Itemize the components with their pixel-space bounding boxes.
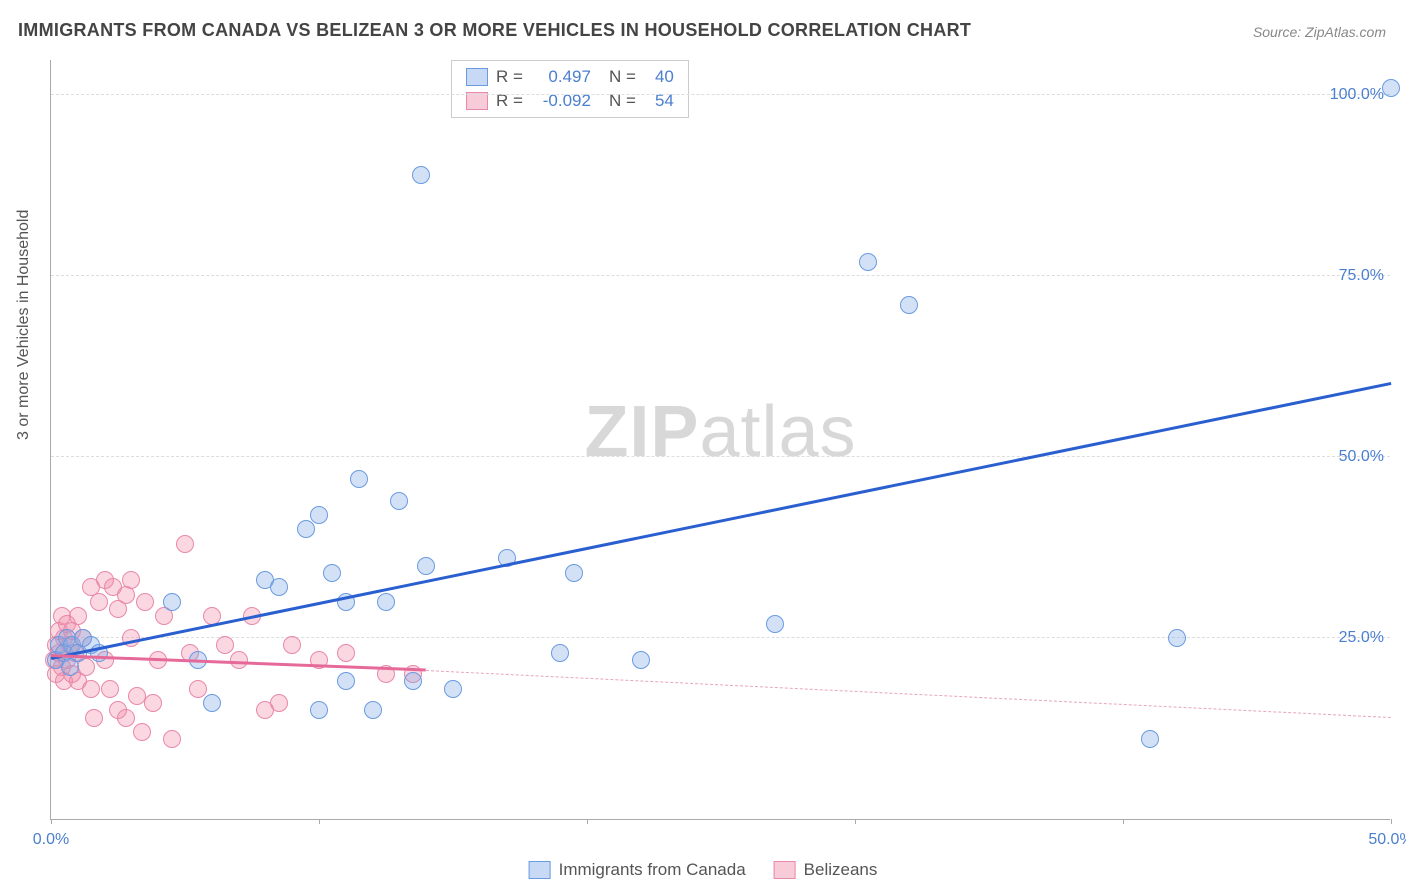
x-tick <box>855 819 856 824</box>
data-point <box>859 253 877 271</box>
y-tick-label: 25.0% <box>1339 629 1384 647</box>
legend-item-b: Belizeans <box>774 860 878 880</box>
gridline <box>51 637 1390 638</box>
data-point <box>310 506 328 524</box>
data-point <box>377 593 395 611</box>
data-point <box>766 615 784 633</box>
data-point <box>337 644 355 662</box>
data-point <box>176 535 194 553</box>
chart-container: IMMIGRANTS FROM CANADA VS BELIZEAN 3 OR … <box>0 0 1406 892</box>
trend-line <box>51 382 1391 659</box>
data-point <box>144 694 162 712</box>
x-tick <box>319 819 320 824</box>
data-point <box>632 651 650 669</box>
data-point <box>551 644 569 662</box>
x-tick-label: 0.0% <box>33 831 69 849</box>
data-point <box>270 578 288 596</box>
data-point <box>350 470 368 488</box>
data-point <box>900 296 918 314</box>
y-tick-label: 75.0% <box>1339 267 1384 285</box>
source-attribution: Source: ZipAtlas.com <box>1253 24 1386 40</box>
data-point <box>203 694 221 712</box>
data-point <box>444 680 462 698</box>
gridline <box>51 456 1390 457</box>
trend-line <box>426 670 1391 718</box>
x-tick <box>1123 819 1124 824</box>
plot-area: ZIPatlas R = 0.497 N = 40 R = -0.092 N =… <box>50 60 1390 820</box>
x-tick <box>587 819 588 824</box>
gridline <box>51 94 1390 95</box>
data-point <box>283 636 301 654</box>
data-point <box>390 492 408 510</box>
data-point <box>417 557 435 575</box>
swatch-a-icon <box>466 68 488 86</box>
data-point <box>310 701 328 719</box>
swatch-a-icon <box>529 861 551 879</box>
data-point <box>565 564 583 582</box>
gridline <box>51 275 1390 276</box>
correlation-legend: R = 0.497 N = 40 R = -0.092 N = 54 <box>451 60 689 118</box>
data-point <box>69 607 87 625</box>
y-tick-label: 100.0% <box>1330 86 1384 104</box>
data-point <box>1382 79 1400 97</box>
swatch-b-icon <box>774 861 796 879</box>
data-point <box>82 680 100 698</box>
watermark: ZIPatlas <box>584 390 856 472</box>
series-legend: Immigrants from Canada Belizeans <box>529 860 878 880</box>
data-point <box>189 680 207 698</box>
x-tick-label: 50.0% <box>1368 831 1406 849</box>
data-point <box>364 701 382 719</box>
data-point <box>270 694 288 712</box>
data-point <box>163 730 181 748</box>
data-point <box>230 651 248 669</box>
chart-title: IMMIGRANTS FROM CANADA VS BELIZEAN 3 OR … <box>18 20 971 41</box>
data-point <box>122 571 140 589</box>
data-point <box>101 680 119 698</box>
legend-item-a: Immigrants from Canada <box>529 860 746 880</box>
data-point <box>412 166 430 184</box>
data-point <box>90 593 108 611</box>
data-point <box>216 636 234 654</box>
y-tick-label: 50.0% <box>1339 448 1384 466</box>
data-point <box>1141 730 1159 748</box>
data-point <box>117 709 135 727</box>
data-point <box>337 672 355 690</box>
corr-row-a: R = 0.497 N = 40 <box>452 65 688 89</box>
y-axis-label: 3 or more Vehicles in Household <box>15 210 33 440</box>
x-tick <box>51 819 52 824</box>
data-point <box>404 672 422 690</box>
data-point <box>163 593 181 611</box>
data-point <box>323 564 341 582</box>
data-point <box>1168 629 1186 647</box>
data-point <box>85 709 103 727</box>
corr-row-b: R = -0.092 N = 54 <box>452 89 688 113</box>
data-point <box>297 520 315 538</box>
x-tick <box>1391 819 1392 824</box>
data-point <box>133 723 151 741</box>
data-point <box>136 593 154 611</box>
